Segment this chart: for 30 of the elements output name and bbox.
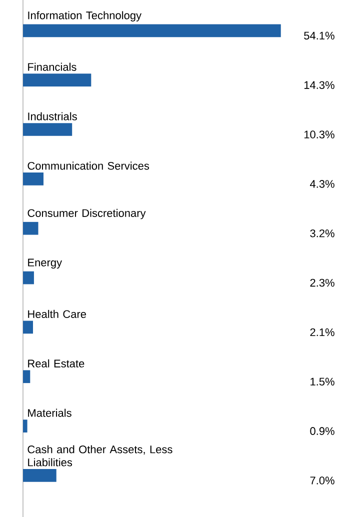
data-label: 2.1% <box>310 328 334 336</box>
y-tick-label: Health Care <box>28 310 86 318</box>
y-tick-label: Real Estate <box>28 359 84 368</box>
bar <box>23 222 38 235</box>
data-label: 14.3% <box>304 81 334 89</box>
bar <box>23 271 34 284</box>
bar <box>23 172 44 186</box>
data-label: 54.1% <box>304 32 334 40</box>
y-tick-label: Industrials <box>28 112 77 120</box>
data-label: 0.9% <box>310 427 334 435</box>
bar <box>23 24 281 38</box>
data-label: 1.5% <box>310 378 334 386</box>
y-tick-label: Energy <box>28 258 62 269</box>
y-tick-label: Cash and Other Assets, Less Liabilities <box>28 445 172 466</box>
bar <box>23 123 72 136</box>
bar <box>23 469 56 482</box>
y-tick-label: Information Technology <box>28 11 142 22</box>
y-tick-label: Financials <box>28 62 76 71</box>
bar <box>23 74 92 86</box>
data-label: 7.0% <box>310 476 334 484</box>
y-tick-label: Materials <box>28 408 72 417</box>
data-label: 3.2% <box>310 229 334 238</box>
bar <box>23 420 28 432</box>
data-label: 10.3% <box>304 130 334 138</box>
data-label: 4.3% <box>310 180 334 188</box>
y-tick-label: Communication Services <box>28 162 150 170</box>
y-tick-label: Consumer Discretionary <box>28 208 146 220</box>
data-label: 2.3% <box>310 278 334 287</box>
bar <box>23 370 30 384</box>
bar <box>23 320 34 334</box>
